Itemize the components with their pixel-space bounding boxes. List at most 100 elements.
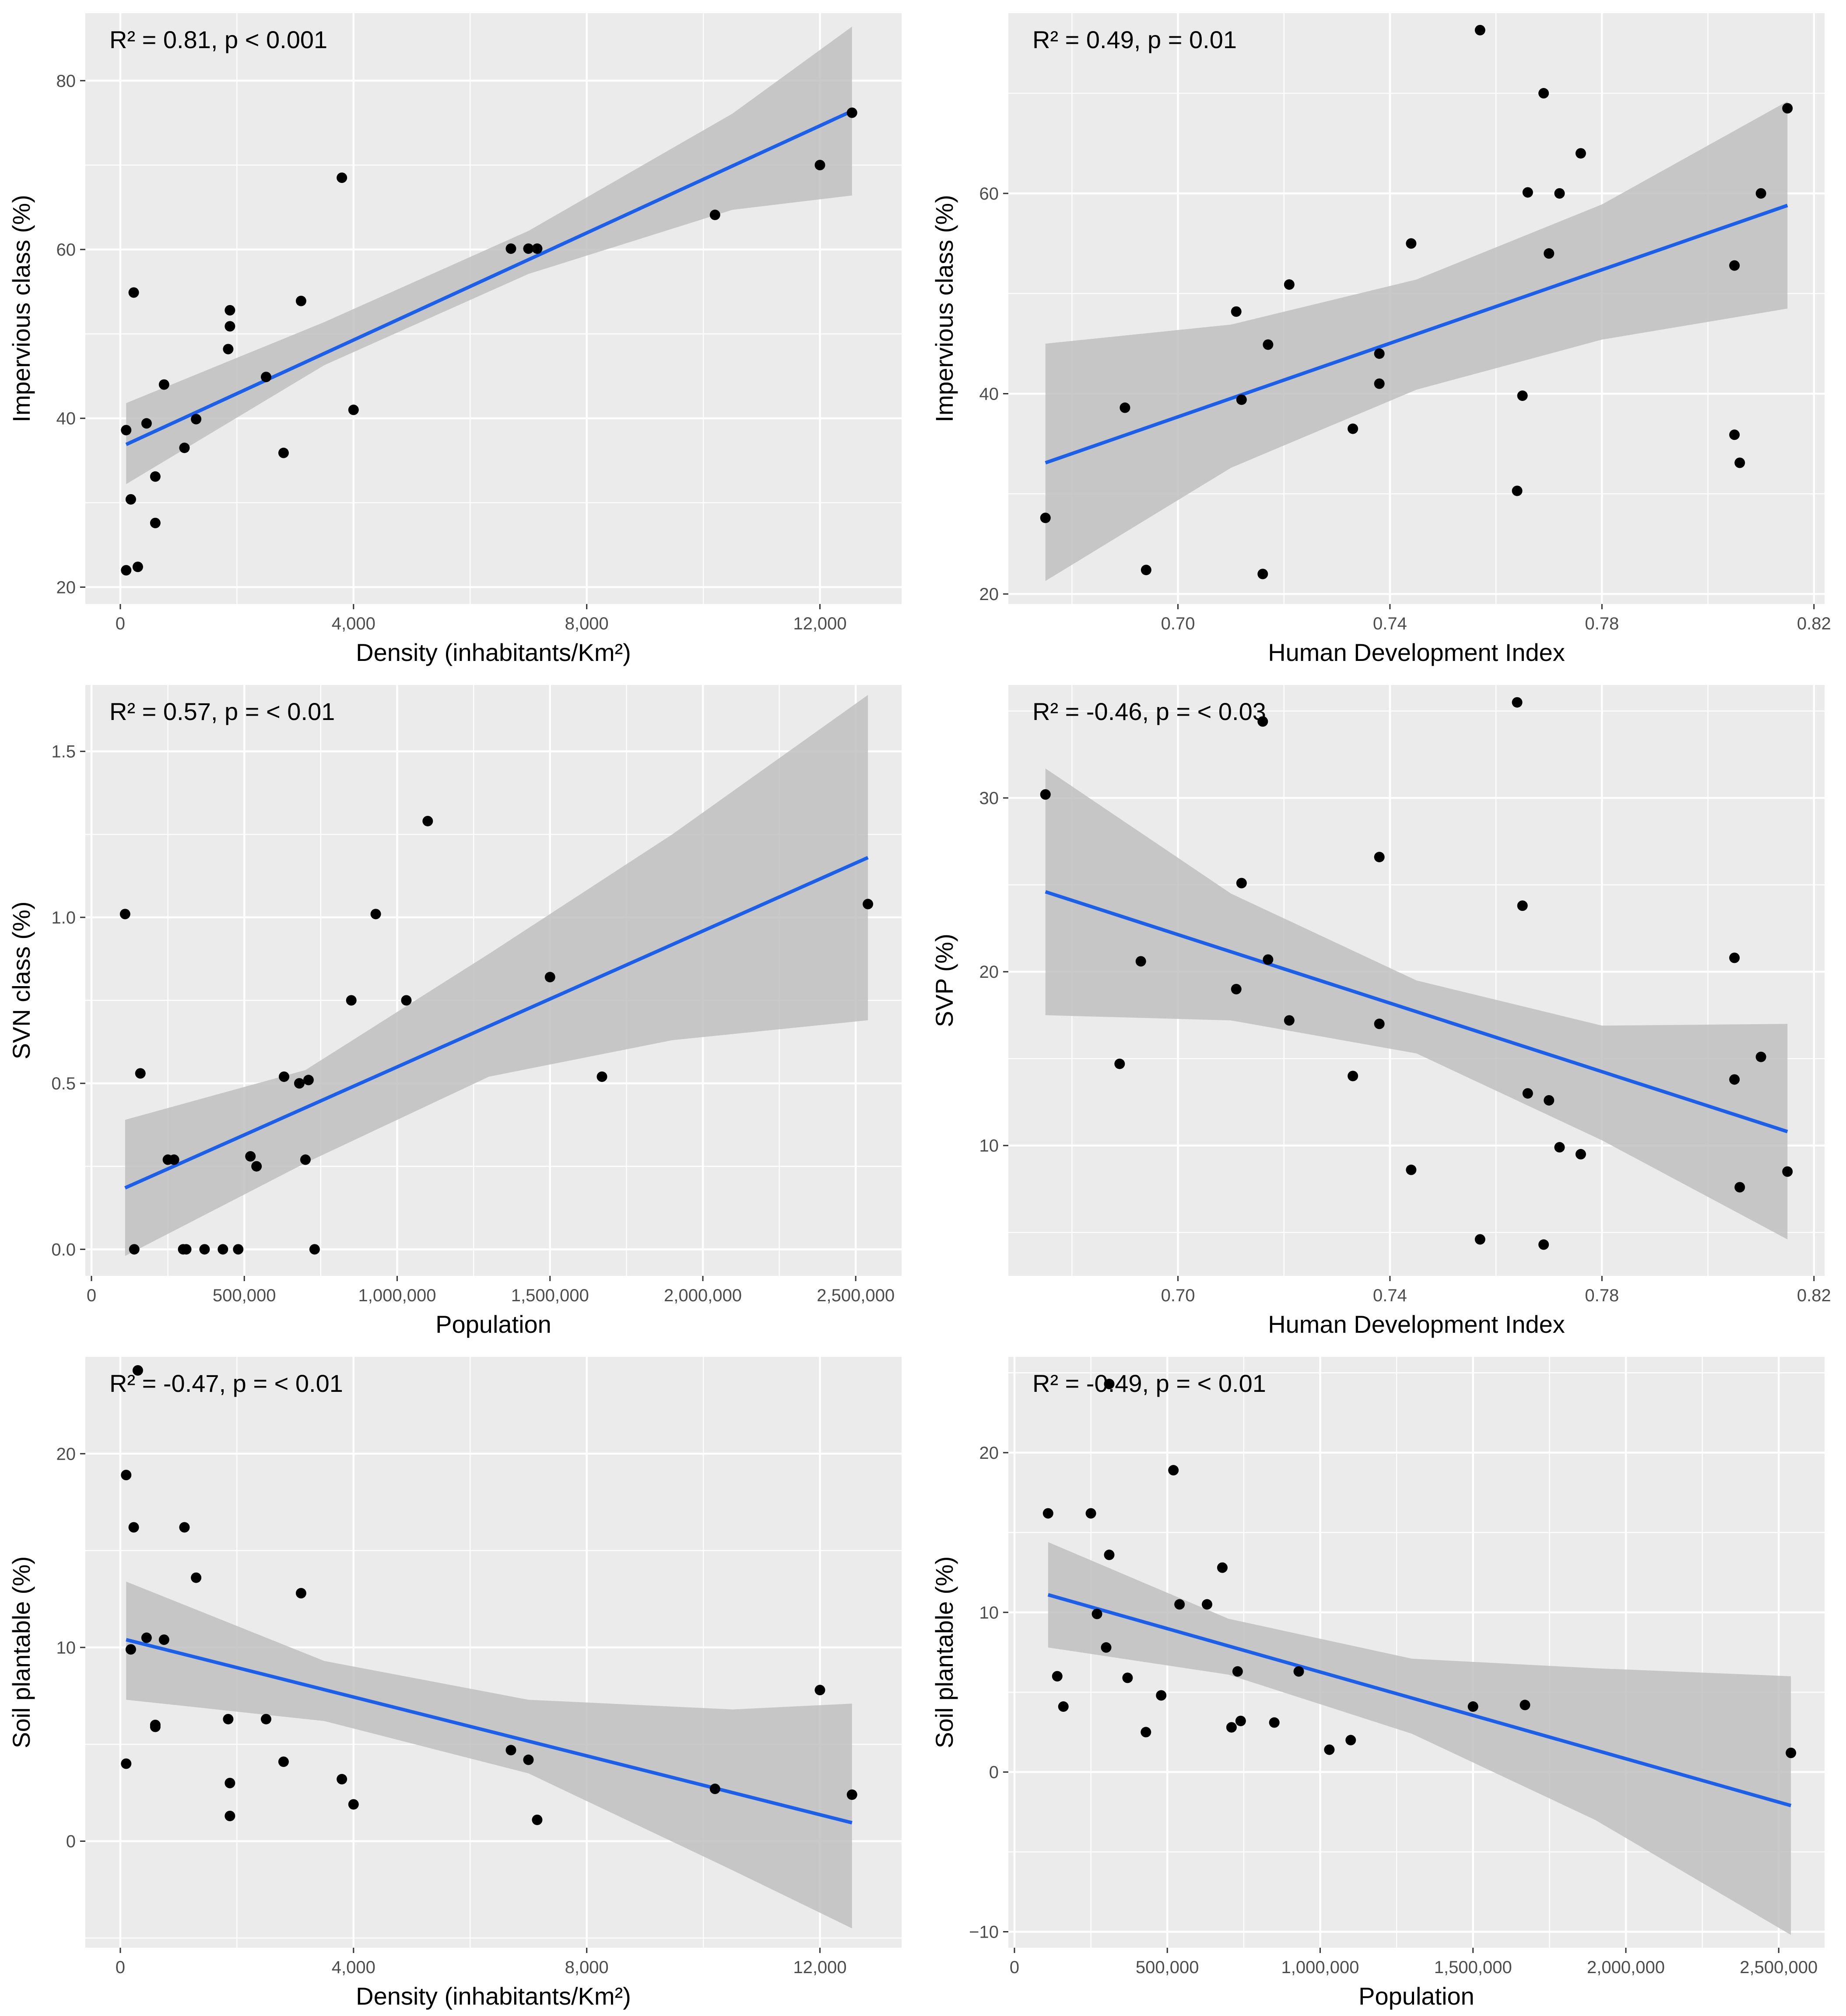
data-point [1729, 952, 1740, 963]
y-tick-label: 30 [979, 789, 999, 808]
data-point [1544, 1095, 1555, 1106]
data-point [1058, 1701, 1069, 1712]
data-point [260, 1714, 271, 1724]
data-point [279, 1071, 290, 1082]
stats-annotation: R² = 0.49, p = 0.01 [1032, 26, 1237, 53]
data-point [128, 1522, 139, 1533]
y-axis-title: Soil plantable (%) [7, 1556, 35, 1749]
data-point [1231, 306, 1242, 317]
data-point [1374, 1019, 1385, 1029]
data-point [597, 1071, 607, 1082]
y-tick-label: 10 [56, 1638, 76, 1658]
data-point [1755, 188, 1766, 199]
data-point [1517, 390, 1528, 401]
data-point [1575, 1149, 1586, 1160]
confidence-band [125, 695, 868, 1256]
x-axis-title: Human Development Index [1268, 639, 1565, 666]
y-axis-title: SVP (%) [930, 934, 958, 1027]
data-point [225, 321, 235, 332]
data-point [251, 1161, 262, 1172]
data-point [141, 418, 152, 429]
regression-line [1047, 1593, 1792, 1808]
x-tick-label: 0 [116, 1958, 125, 1977]
x-tick-label: 12,000 [793, 1958, 846, 1977]
data-point [348, 1799, 359, 1810]
data-point [1467, 1701, 1478, 1712]
stats-annotation: R² = -0.49, p = < 0.01 [1032, 1370, 1266, 1397]
y-axis-title: Impervious class (%) [7, 195, 35, 422]
data-point [370, 909, 381, 920]
data-point [346, 995, 357, 1006]
data-point [1374, 378, 1385, 389]
data-point [1104, 1379, 1115, 1390]
y-tick-label: 10 [979, 1136, 999, 1156]
data-point [125, 1644, 136, 1655]
data-point [199, 1244, 210, 1255]
x-tick-label: 8,000 [565, 1958, 609, 1977]
regression-line [1045, 204, 1788, 465]
data-point [294, 1078, 305, 1089]
data-point [1374, 852, 1385, 863]
stats-annotation: R² = -0.46, p = < 0.03 [1032, 698, 1266, 725]
data-point [141, 1632, 152, 1643]
data-point [225, 305, 235, 316]
data-point [1231, 983, 1242, 994]
y-tick-label: 60 [979, 184, 999, 204]
data-point [1512, 697, 1523, 708]
data-point [295, 1588, 306, 1598]
data-point [1235, 1715, 1246, 1726]
data-point [158, 1634, 169, 1645]
data-point [1522, 1088, 1533, 1099]
y-axis-title: SVN class (%) [7, 902, 35, 1060]
x-tick-label: 4,000 [332, 1958, 376, 1977]
data-point [1575, 148, 1586, 159]
data-point [1538, 1239, 1549, 1250]
x-tick-label: 8,000 [565, 614, 609, 633]
data-point [1263, 954, 1274, 965]
data-point [709, 1784, 720, 1795]
data-point [132, 562, 143, 572]
x-axis-title: Human Development Index [1268, 1310, 1565, 1338]
confidence-band [1045, 101, 1788, 581]
data-point [218, 1244, 228, 1255]
data-point [1104, 1549, 1115, 1560]
data-point [1755, 1051, 1766, 1062]
confidence-band [1048, 1542, 1791, 1935]
data-point [846, 1789, 857, 1800]
scatter-panel-hdi-impervious: 0.70 0.74 0.78 0.82 20 40 60 R² = 0.49, p = 0.0… [930, 13, 1831, 666]
y-tick-label: 20 [979, 962, 999, 982]
data-point [1517, 900, 1528, 911]
data-point [523, 1754, 534, 1765]
data-point [1040, 513, 1051, 523]
data-point [1114, 1058, 1125, 1069]
data-point [150, 1719, 161, 1730]
x-tick-label: 0.78 [1585, 1286, 1619, 1305]
data-point [1236, 878, 1247, 889]
data-point [1554, 1142, 1565, 1153]
x-tick-label: 0.74 [1373, 1286, 1407, 1305]
data-point [1729, 429, 1740, 440]
data-point [1085, 1508, 1096, 1519]
data-point [278, 1756, 289, 1767]
x-tick-label: 4,000 [332, 614, 376, 633]
data-point [245, 1151, 256, 1162]
data-point [348, 404, 359, 415]
data-point [422, 815, 433, 826]
data-point [1786, 1747, 1797, 1758]
x-tick-label: 0.82 [1797, 1286, 1831, 1305]
confidence-band [126, 1581, 852, 1928]
data-point [1538, 88, 1549, 99]
data-point [129, 1244, 140, 1255]
data-point [119, 909, 130, 920]
regression-line [124, 856, 869, 1190]
data-point [260, 372, 271, 383]
x-tick-label: 2,000,000 [1587, 1958, 1665, 1977]
data-point [309, 1244, 320, 1255]
data-point [1520, 1700, 1530, 1710]
data-point [1293, 1666, 1304, 1677]
x-tick-label: 2,500,000 [1740, 1958, 1818, 1977]
data-point [303, 1075, 314, 1085]
data-point [337, 1774, 347, 1784]
x-tick-label: 1,000,000 [358, 1286, 436, 1305]
scatter-panel-hdi-svp: 0.70 0.74 0.78 0.82 10 20 30 R² = -0.46, p = < … [930, 685, 1831, 1338]
